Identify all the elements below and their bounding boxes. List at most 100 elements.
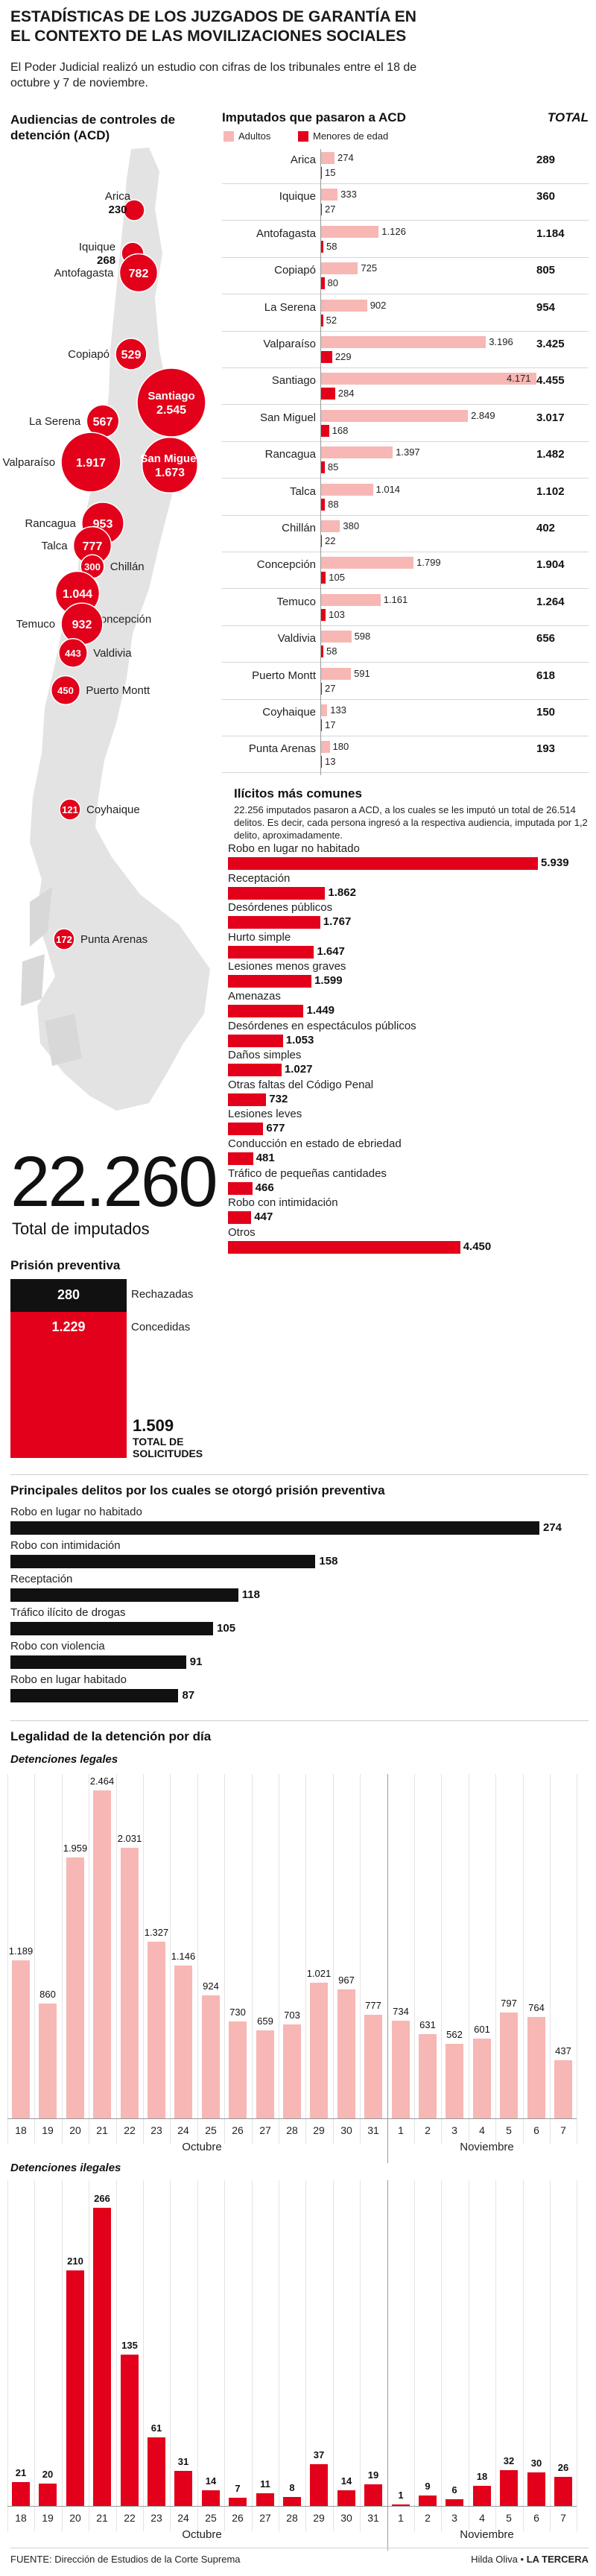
legales-day-label: 23 — [150, 2124, 162, 2136]
ilegales-day-label: 5 — [506, 2512, 512, 2524]
ilegales-baseline — [7, 2506, 577, 2507]
ilicitos-label: Conducción en estado de ebriedad — [228, 1137, 402, 1150]
legales-value-label: 730 — [229, 2007, 246, 2018]
principales-value: 87 — [182, 1689, 195, 1702]
legales-day-label: 19 — [42, 2124, 54, 2136]
imputados-region-valdivia: Valdivia — [277, 632, 316, 645]
principales-bar — [10, 1655, 186, 1669]
legales-bar — [66, 1857, 84, 2118]
legales-title: Detenciones legales — [10, 1753, 118, 1766]
imputados-menores-bar — [320, 719, 322, 731]
imputados-adultos-bar — [320, 336, 486, 348]
ilegales-value-label: 32 — [503, 2455, 515, 2466]
legales-bar — [12, 1960, 30, 2118]
imputados-menores-bar — [320, 645, 324, 657]
legales-month-oct: Octubre — [182, 2141, 222, 2153]
legales-day-label: 27 — [259, 2124, 271, 2136]
ilegales-bar — [229, 2498, 247, 2506]
ilegales-day-label: 22 — [124, 2512, 136, 2524]
legales-day-label: 24 — [177, 2124, 189, 2136]
legales-bar — [229, 2021, 247, 2118]
imputados-row-divider — [222, 515, 589, 517]
map-name-santiago: Santiago — [148, 390, 194, 402]
ilegales-value-label: 19 — [367, 2469, 379, 2481]
ilegales-grid-line — [34, 2180, 35, 2531]
legales-value-label: 631 — [419, 2019, 436, 2030]
ilegales-day-label: 1 — [398, 2512, 404, 2524]
legales-bar — [93, 1790, 111, 2118]
map-name-temuco: Temuco — [16, 618, 56, 631]
imputados-adultos-label: 725 — [361, 262, 378, 274]
map-value-la-serena: 567 — [93, 416, 113, 429]
imputados-adultos-label: 1.799 — [416, 557, 441, 568]
ilegales-bar — [256, 2493, 274, 2506]
imputados-adultos-label: 598 — [354, 631, 371, 642]
map-value-puerto-montt: 450 — [57, 685, 74, 696]
ilicitos-bar — [228, 1152, 253, 1165]
imputados-row-divider — [222, 441, 589, 443]
ilegales-value-label: 20 — [42, 2469, 54, 2480]
imputados-adultos-label: 4.171 — [507, 373, 531, 384]
legales-bar — [148, 1942, 165, 2118]
legales-grid-line — [550, 1774, 551, 2144]
map-value-valdivia: 443 — [65, 648, 81, 659]
map-circle-san-miguel — [141, 436, 199, 494]
ilegales-day-label: 6 — [533, 2512, 539, 2524]
imputados-adultos-bar — [320, 741, 330, 753]
ilegales-day-label: 21 — [96, 2512, 108, 2524]
legales-value-label: 777 — [365, 2000, 381, 2011]
ilicitos-value: 447 — [254, 1210, 273, 1223]
legales-day-label: 7 — [560, 2124, 566, 2136]
ilegales-bar — [93, 2208, 111, 2506]
imputados-total-valpara-so: 3.425 — [536, 338, 565, 350]
source-text: FUENTE: Dirección de Estudios de la Cort… — [10, 2554, 241, 2565]
imputados-menores-bar — [320, 609, 326, 621]
map-name-valpara-so: Valparaíso — [2, 456, 55, 469]
imputados-menores-bar — [320, 499, 326, 511]
imputados-menores-label: 27 — [325, 683, 336, 694]
ilegales-grid-line — [252, 2180, 253, 2531]
imputados-adultos-label: 902 — [370, 300, 387, 311]
legend-adultos-label: Adultos — [238, 130, 271, 142]
concedidas-block: 1.229 — [10, 1312, 127, 1458]
legend-menores-swatch — [298, 131, 308, 142]
imputados-region-punta-arenas: Punta Arenas — [248, 742, 316, 755]
principales-bar — [10, 1521, 539, 1535]
page-title: Estadísticas de los juzgados de garantía… — [10, 8, 416, 45]
ilegales-bar — [446, 2499, 463, 2506]
imputados-menores-bar — [320, 203, 322, 215]
concedidas-label: Concedidas — [131, 1321, 191, 1333]
legales-month-nov: Noviembre — [460, 2141, 514, 2153]
imputados-menores-bar — [320, 277, 325, 289]
map-name-rancagua: Rancagua — [25, 517, 76, 530]
ilegales-day-label: 23 — [150, 2512, 162, 2524]
imputados-menores-label: 58 — [326, 241, 337, 252]
ilicitos-label: Desórdenes públicos — [228, 901, 333, 914]
ilegales-grid-line — [360, 2180, 361, 2531]
imputados-adultos-label: 333 — [340, 189, 357, 200]
map-name-arica: Arica — [105, 190, 131, 203]
credit: Hilda Oliva • LA TERCERA — [417, 2554, 589, 2565]
ilegales-day-label: 26 — [232, 2512, 244, 2524]
ilicitos-label: Otras faltas del Código Penal — [228, 1079, 374, 1091]
principales-label: Robo con violencia — [10, 1640, 105, 1652]
imputados-menores-label: 27 — [325, 203, 336, 215]
legales-bar — [446, 2044, 463, 2118]
imputados-adultos-label: 180 — [332, 741, 349, 752]
imputados-adultos-bar — [320, 189, 338, 201]
imputados-total-la-serena: 954 — [536, 301, 556, 314]
legales-bar — [554, 2060, 572, 2118]
legales-grid-line — [333, 1774, 334, 2144]
ilicitos-bar — [228, 1064, 282, 1076]
map-value-iquique: 268 — [97, 254, 115, 267]
ilicitos-bar — [228, 1211, 252, 1224]
imputados-region-chill-n: Chillán — [282, 522, 316, 534]
legales-bar — [310, 1983, 328, 2118]
legales-value-label: 1.959 — [63, 1843, 88, 1854]
imputados-total-iquique: 360 — [536, 190, 556, 203]
legales-baseline — [7, 2118, 577, 2119]
imputados-region-temuco: Temuco — [276, 596, 316, 608]
map-title-line2: detención (ACD) — [10, 128, 110, 142]
ilicitos-label: Hurto simple — [228, 931, 291, 944]
principales-value: 118 — [241, 1588, 260, 1601]
